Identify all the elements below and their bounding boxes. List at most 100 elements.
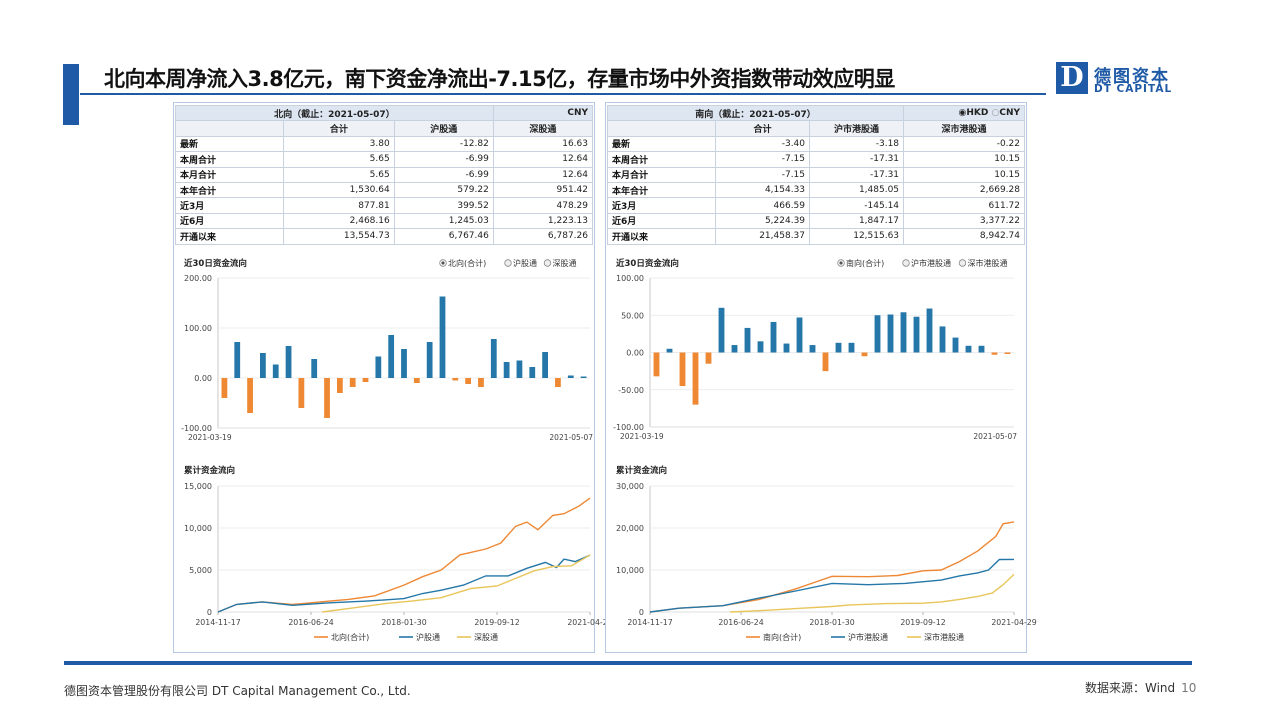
page-title: 北向本周净流入3.8亿元，南下资金净流出-7.15亿，存量市场中外资指数带动效应… <box>104 67 895 91</box>
table-row: 近3月 877.81 399.52 478.29 <box>175 197 594 214</box>
chart-option: 南向(合计) <box>846 258 884 268</box>
table-row: 近6月 2,468.16 1,245.03 1,223.13 <box>175 212 594 230</box>
x-tick-label: 2018-01-30 <box>809 618 854 627</box>
bar <box>580 376 587 378</box>
bar <box>679 352 686 387</box>
bar <box>731 345 738 353</box>
y-tick-label: 15,000 <box>184 482 212 491</box>
legend-label: 沪股通 <box>416 632 440 642</box>
chart-title: 累计资金流向 <box>616 465 667 476</box>
currency-selector[interactable]: ◉HKD ○CNY <box>903 104 1025 122</box>
table-cell: 8,942.74 <box>903 228 1025 245</box>
legend-label: 南向(合计) <box>763 632 801 642</box>
northbound-summary-table: 北向（截止：2021-05-07） CNY 合计 沪股通 深股通 最新 3.80-… <box>175 104 594 245</box>
bar <box>426 342 433 378</box>
y-tick-label: 30,000 <box>616 482 644 491</box>
footer-company: 德图资本管理股份有限公司 DT Capital Management Co., … <box>64 684 411 698</box>
bar <box>783 343 790 353</box>
table-row: 本月合计 5.65 -6.99 12.64 <box>175 166 594 183</box>
bar <box>272 364 279 378</box>
bar <box>757 341 764 353</box>
bar <box>835 342 842 353</box>
bar <box>388 335 395 378</box>
table-cell: 12,515.63 <box>809 228 905 245</box>
x-tick-label: 2014-11-17 <box>195 618 240 627</box>
x-tick-label: 2021-04-29 <box>567 618 612 627</box>
logo-mark: D <box>1056 62 1088 94</box>
northbound-charts: 近30日资金流向 深股通沪股通北向(合计)200.00100.000.00-100… <box>181 258 613 642</box>
currency-option-hkd[interactable]: HKD <box>966 108 989 119</box>
currency-option-cny[interactable]: CNY <box>999 108 1020 119</box>
bar <box>555 378 561 387</box>
bar <box>247 378 253 413</box>
legend-label: 北向(合计) <box>331 632 369 642</box>
radio-dot-icon <box>839 261 843 265</box>
series-line <box>649 558 1015 613</box>
y-tick-label: 0 <box>207 608 212 617</box>
radio-icon <box>902 259 910 267</box>
table-row: 本周合计 5.65 -6.99 12.64 <box>175 151 594 168</box>
y-tick-label: 0.00 <box>626 349 644 358</box>
table-row: 近3月 466.59 -145.14 611.72 <box>607 197 1025 214</box>
y-tick-label: 200.00 <box>184 274 212 283</box>
bar <box>978 345 985 353</box>
bar <box>770 321 777 353</box>
table-cell: 6,767.46 <box>393 228 494 245</box>
y-tick-label: 0 <box>639 608 644 617</box>
y-tick-label: -100.00 <box>613 423 644 432</box>
page-number: 10 <box>1181 681 1197 695</box>
bar <box>965 345 972 353</box>
bar <box>439 296 446 378</box>
bar <box>861 352 868 357</box>
chart-title: 近30日资金流向 <box>616 258 679 269</box>
y-tick-label: 100.00 <box>184 324 212 333</box>
bar <box>874 315 881 353</box>
bar <box>796 317 803 353</box>
chart-option: 沪股通 <box>513 258 537 268</box>
radio-unselected-icon[interactable]: ○ <box>991 108 1000 119</box>
bar <box>221 378 228 398</box>
bar <box>848 342 855 353</box>
bar <box>926 308 933 353</box>
bar <box>503 362 510 378</box>
bar <box>991 352 998 355</box>
southbound-charts: 近30日资金流向 深市港股通沪市港股通南向(合计)100.0050.000.00-… <box>613 258 1037 642</box>
footer-source: 数据来源：Wind 10 <box>1085 679 1196 696</box>
bar <box>744 327 751 353</box>
northbound-panel: 北向（截止：2021-05-07） CNY 合计 沪股通 深股通 最新 3.80-… <box>173 102 613 653</box>
southbound-panel: 南向（截止：2021-05-07） ◉HKD ○CNY 合计 沪市港股通 深市港… <box>605 102 1037 653</box>
legend-label: 深股通 <box>474 632 498 642</box>
table-row: 本年合计 1,530.64 579.22 951.42 <box>175 181 594 199</box>
bar <box>666 348 673 353</box>
chart-title: 累计资金流向 <box>184 465 235 476</box>
bar <box>478 378 484 387</box>
table-row: 最新 -3.40 -3.18 -0.22 <box>607 135 1025 153</box>
y-tick-label: -100.00 <box>181 424 212 433</box>
table-caption: 南向（截止：2021-05-07） <box>606 104 905 122</box>
bar <box>260 353 266 378</box>
legend-label: 沪市港股通 <box>848 632 888 642</box>
radio-selected-icon[interactable]: ◉ <box>958 108 967 119</box>
chart-option: 沪市港股通 <box>911 258 951 268</box>
title-underline <box>80 93 1046 95</box>
title-accent-bar <box>63 64 79 125</box>
bar <box>900 312 907 353</box>
bar <box>234 342 241 378</box>
radio-icon <box>543 259 552 267</box>
bar <box>465 378 472 384</box>
y-tick-label: -50.00 <box>618 386 644 395</box>
x-tick-label: 2019-09-12 <box>474 618 519 627</box>
radio-icon <box>958 259 967 267</box>
table-row: 本年合计 4,154.33 1,485.05 2,669.28 <box>607 181 1025 199</box>
x-tick-label: 2021-03-19 <box>188 433 232 442</box>
column-header: 沪股通 <box>393 120 494 137</box>
company-logo: D 德图资本 DT CAPITAL <box>1056 62 1186 98</box>
bar <box>542 352 548 378</box>
bar <box>490 339 497 378</box>
bar <box>298 378 305 408</box>
bar <box>529 367 536 378</box>
y-tick-label: 20,000 <box>616 524 644 533</box>
table-row: 开通以来 13,554.73 6,767.46 6,787.26 <box>175 228 594 245</box>
radio-dot-icon <box>441 261 445 265</box>
bar <box>692 352 699 405</box>
